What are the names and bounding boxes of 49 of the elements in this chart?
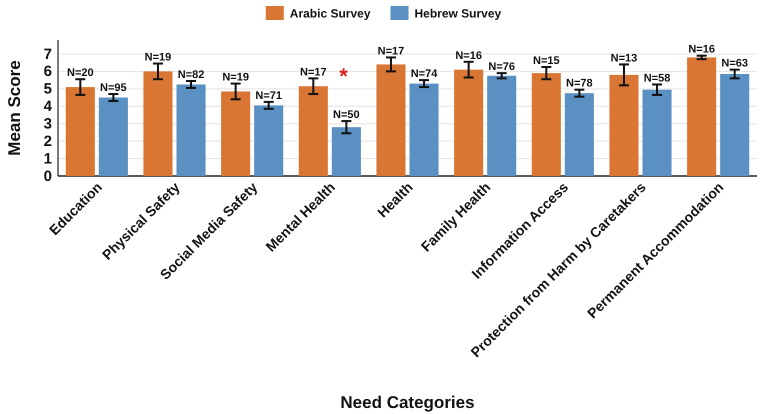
y-tick-label: 2 [44,132,52,150]
y-tick-label: 4 [44,98,53,116]
bar [642,90,672,176]
y-tick-label: 5 [44,80,52,98]
annotation: N=78 [566,78,593,90]
annotation: N=50 [333,109,360,122]
annotation: N=71 [255,90,282,102]
y-tick-label: 3 [44,115,52,132]
bar [454,70,484,176]
annotation: N=16 [455,50,482,62]
annotation: N=95 [100,82,127,94]
bar [332,127,361,176]
y-tick-label: 6 [44,63,52,80]
bar [254,105,284,176]
annotation: N=17 [378,45,404,58]
annotation: N=19 [222,72,249,84]
legend-label: Arabic Survey [290,6,371,20]
bar [720,74,750,176]
annotation: N=13 [610,52,638,64]
annotation: N=82 [178,68,204,81]
annotation: N=76 [488,61,515,74]
annotation: * [339,63,348,88]
bar [143,71,173,176]
bar [609,74,639,176]
bar [221,91,250,176]
bar [687,57,716,176]
bar [98,98,128,176]
bar [66,87,95,176]
annotation: N=19 [144,52,172,64]
annotation: N=63 [721,58,748,70]
bar [176,84,206,176]
bar [532,73,561,176]
y-tick-label: 0 [44,168,52,185]
legend-label: Hebrew Survey [414,6,502,20]
x-axis-title: Need Categories [340,393,475,412]
y-tick-label: 7 [44,46,52,63]
y-axis-title: Mean Score [5,60,24,156]
annotation: N=20 [67,67,94,80]
bar [376,64,406,176]
annotation: N=17 [300,66,327,78]
bar [564,93,594,176]
bar [298,86,328,176]
y-tick-label: 1 [44,150,52,168]
bar [487,76,516,176]
annotation: N=16 [688,44,715,56]
bar [409,84,439,176]
annotation: N=15 [533,55,560,68]
annotation: N=58 [644,72,670,84]
annotation: N=74 [410,68,438,80]
